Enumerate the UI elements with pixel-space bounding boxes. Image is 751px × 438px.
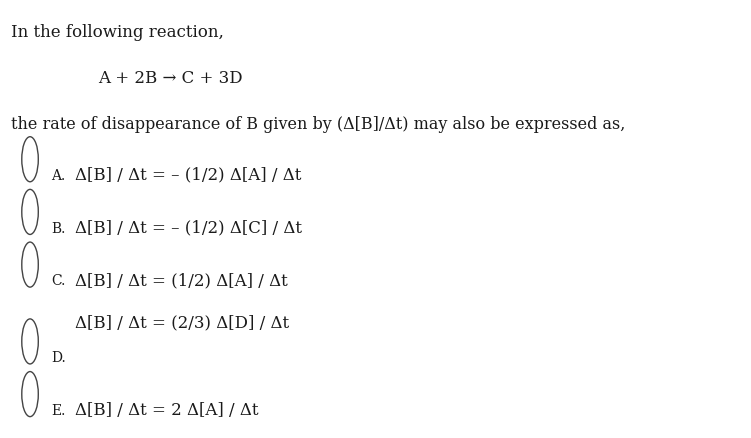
Text: A + 2B → C + 3D: A + 2B → C + 3D xyxy=(98,70,243,87)
Text: In the following reaction,: In the following reaction, xyxy=(11,24,224,41)
Text: Δ[B] / Δt = 2 Δ[A] / Δt: Δ[B] / Δt = 2 Δ[A] / Δt xyxy=(75,401,258,418)
Text: E.: E. xyxy=(51,403,65,417)
Text: B.: B. xyxy=(51,221,65,235)
Text: A.: A. xyxy=(51,169,65,183)
Text: Δ[B] / Δt = – (1/2) Δ[C] / Δt: Δ[B] / Δt = – (1/2) Δ[C] / Δt xyxy=(75,219,302,236)
Text: Δ[B] / Δt = (1/2) Δ[A] / Δt: Δ[B] / Δt = (1/2) Δ[A] / Δt xyxy=(75,272,288,289)
Text: Δ[B] / Δt = (2/3) Δ[D] / Δt: Δ[B] / Δt = (2/3) Δ[D] / Δt xyxy=(75,313,289,330)
Text: C.: C. xyxy=(51,274,65,288)
Text: the rate of disappearance of B given by (Δ[B]/Δt) may also be expressed as,: the rate of disappearance of B given by … xyxy=(11,116,626,133)
Text: D.: D. xyxy=(51,350,66,364)
Text: Δ[B] / Δt = – (1/2) Δ[A] / Δt: Δ[B] / Δt = – (1/2) Δ[A] / Δt xyxy=(75,166,301,184)
